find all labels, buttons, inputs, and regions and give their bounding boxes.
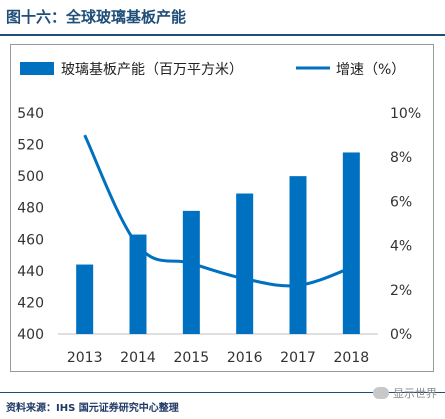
left-tick-label: 520 [17, 138, 44, 154]
right-tick-label: 2% [390, 283, 412, 299]
footer-rule [0, 392, 445, 393]
left-tick-label: 400 [17, 327, 44, 343]
right-tick-label: 6% [390, 194, 412, 210]
legend: 玻璃基板产能（百万平方米） 增速（%） [20, 61, 405, 78]
bar-2017 [289, 176, 307, 334]
growth-line [83, 134, 352, 288]
title-rule [0, 34, 445, 36]
watermark-text: 显示世界 [393, 387, 437, 400]
chart-frame [10, 44, 434, 372]
left-tick-label: 420 [17, 295, 44, 311]
x-tick-label: 2016 [227, 350, 263, 366]
bar-2015 [182, 210, 200, 334]
right-tick-label: 4% [390, 239, 412, 255]
left-tick-label: 480 [17, 201, 44, 217]
left-tick-label: 460 [17, 232, 44, 248]
bar-2018 [342, 152, 360, 334]
legend-line-label: 增速（%） [336, 62, 405, 78]
legend-bar-swatch [20, 62, 54, 75]
watermark: 显示世界 [373, 385, 437, 401]
x-tick-label: 2018 [334, 350, 370, 366]
right-tick-label: 0% [390, 327, 412, 343]
figure-title: 图十六：全球玻璃基板产能 [6, 8, 187, 26]
x-tick-label: 2015 [174, 350, 210, 366]
bar-2014 [129, 234, 147, 334]
right-tick-label: 8% [390, 150, 412, 166]
left-tick-label: 540 [17, 106, 44, 122]
bar-2016 [236, 193, 254, 334]
left-tick-label: 440 [17, 264, 44, 280]
x-tick-label: 2014 [120, 350, 156, 366]
legend-bar-label: 玻璃基板产能（百万平方米） [61, 61, 243, 78]
left-tick-label: 500 [17, 169, 44, 185]
wechat-icon [373, 387, 389, 399]
x-tick-label: 2017 [280, 350, 316, 366]
x-tick-label: 2013 [67, 350, 103, 366]
bar-2013 [76, 264, 94, 334]
right-tick-label: 10% [390, 106, 421, 122]
source-note: 资料来源：IHS 国元证券研究中心整理 [6, 403, 179, 414]
